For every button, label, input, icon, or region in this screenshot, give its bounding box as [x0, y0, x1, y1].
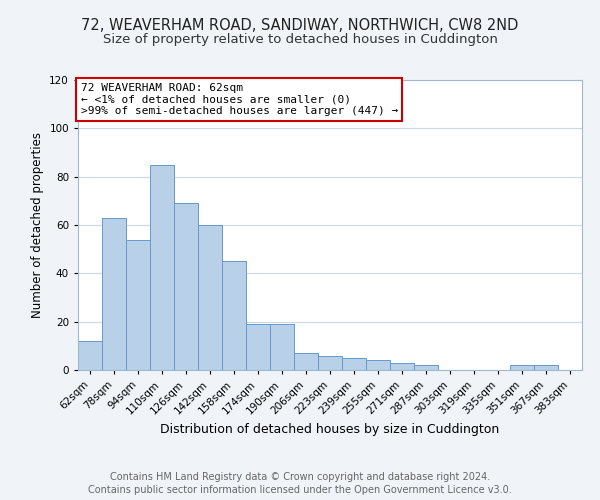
Bar: [534, 365, 558, 370]
Bar: [294, 353, 318, 370]
Text: Contains HM Land Registry data © Crown copyright and database right 2024.: Contains HM Land Registry data © Crown c…: [110, 472, 490, 482]
Text: 72 WEAVERHAM ROAD: 62sqm
← <1% of detached houses are smaller (0)
>99% of semi-d: 72 WEAVERHAM ROAD: 62sqm ← <1% of detach…: [80, 83, 398, 116]
Y-axis label: Number of detached properties: Number of detached properties: [31, 132, 44, 318]
Bar: [318, 356, 342, 370]
Text: Contains public sector information licensed under the Open Government Licence v3: Contains public sector information licen…: [88, 485, 512, 495]
Bar: [222, 261, 246, 370]
Bar: [198, 225, 222, 370]
X-axis label: Distribution of detached houses by size in Cuddington: Distribution of detached houses by size …: [160, 423, 500, 436]
Bar: [366, 360, 390, 370]
Bar: [150, 164, 174, 370]
Bar: [174, 203, 198, 370]
Bar: [510, 365, 534, 370]
Bar: [390, 363, 414, 370]
Text: Size of property relative to detached houses in Cuddington: Size of property relative to detached ho…: [103, 32, 497, 46]
Bar: [342, 358, 366, 370]
Bar: [246, 324, 270, 370]
Text: 72, WEAVERHAM ROAD, SANDIWAY, NORTHWICH, CW8 2ND: 72, WEAVERHAM ROAD, SANDIWAY, NORTHWICH,…: [82, 18, 518, 32]
Bar: [414, 365, 438, 370]
Bar: [270, 324, 294, 370]
Bar: [102, 218, 126, 370]
Bar: [78, 341, 102, 370]
Bar: [126, 240, 150, 370]
